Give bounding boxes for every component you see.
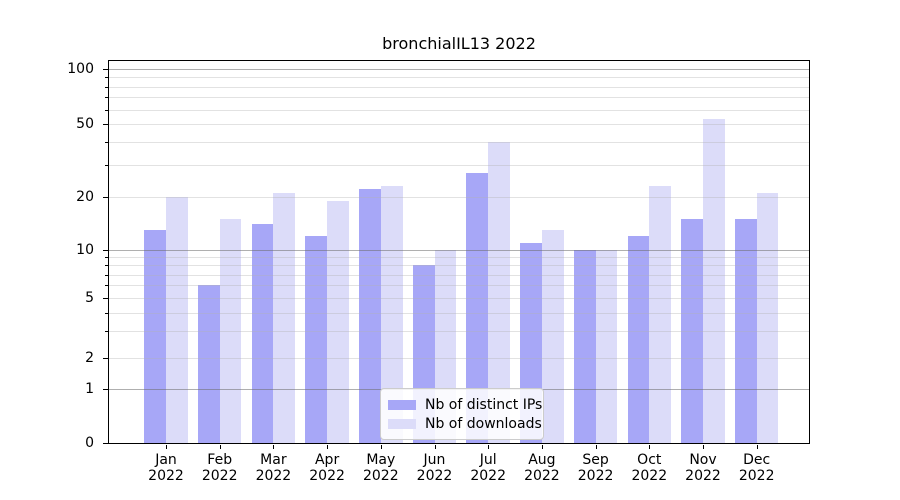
- plot-area: Nb of distinct IPs Nb of downloads: [108, 60, 810, 444]
- y-tick-10: [103, 250, 108, 251]
- y-minor-tick-80: [105, 86, 108, 88]
- x-tick-label-mar: Mar 2022: [255, 452, 292, 484]
- x-tick-jan: [166, 445, 167, 449]
- bar-sep-2022-downloads: [595, 250, 618, 443]
- x-axis: Jan 2022 Feb 2022 Mar 2022 Apr 2022 May 2022 Jun 20…: [108, 445, 810, 500]
- bar-jan-2022-distinct-ips: [144, 229, 166, 443]
- legend: Nb of distinct IPs Nb of downloads: [380, 388, 544, 440]
- y-tick-label-5: 5: [85, 290, 94, 306]
- y-tick-label-2: 2: [85, 350, 94, 366]
- y-tick-20: [103, 197, 108, 198]
- bar-apr-2022-downloads: [327, 200, 349, 443]
- chart-title: bronchialIL13 2022: [382, 34, 536, 53]
- x-tick-label-may: May 2022: [362, 452, 399, 484]
- bar-apr-2022-distinct-ips: [305, 236, 328, 443]
- x-tick-label-jun: Jun 2022: [416, 452, 453, 484]
- bar-nov-2022-downloads: [703, 119, 725, 443]
- bar-feb-2022-downloads: [219, 219, 242, 443]
- y-tick-5: [103, 298, 108, 299]
- y-tick-label-0: 0: [85, 435, 94, 451]
- bar-dec-2022-downloads: [756, 193, 779, 443]
- bar-mar-2022-distinct-ips: [251, 224, 274, 443]
- y-tick-0: [103, 443, 108, 444]
- y-minor-tick-30: [105, 164, 108, 166]
- y-tick-label-100: 100: [67, 61, 94, 77]
- x-tick-dec: [756, 445, 758, 449]
- y-minor-tick-6: [105, 285, 108, 287]
- x-tick-label-oct: Oct 2022: [631, 452, 668, 484]
- y-minor-tick-70: [105, 97, 108, 99]
- legend-row-distinct-ips: Nb of distinct IPs: [388, 395, 542, 414]
- x-tick-label-aug: Aug 2022: [524, 452, 560, 484]
- x-tick-label-jul: Jul 2022: [470, 452, 507, 484]
- bar-dec-2022-distinct-ips: [734, 219, 757, 443]
- bar-aug-2022-downloads: [541, 229, 564, 443]
- y-tick-label-50: 50: [76, 116, 94, 132]
- x-tick-label-dec: Dec 2022: [738, 452, 775, 484]
- x-tick-label-apr: Apr 2022: [309, 452, 345, 484]
- y-minor-tick-9: [105, 257, 108, 259]
- bar-oct-2022-downloads: [649, 185, 672, 443]
- x-tick-oct: [649, 445, 651, 449]
- x-tick-mar: [273, 445, 275, 449]
- x-tick-jun: [434, 445, 436, 449]
- x-tick-label-nov: Nov 2022: [685, 452, 721, 484]
- bar-may-2022-distinct-ips: [359, 189, 381, 443]
- x-tick-feb: [219, 445, 221, 449]
- x-tick-sep: [595, 445, 597, 449]
- y-minor-tick-90: [105, 77, 108, 79]
- x-tick-aug: [541, 445, 543, 449]
- bar-sep-2022-distinct-ips: [573, 250, 596, 443]
- x-tick-label-sep: Sep 2022: [577, 452, 614, 484]
- y-minor-tick-60: [105, 109, 108, 111]
- bar-jul-2022-downloads: [488, 141, 510, 443]
- x-tick-may: [380, 445, 382, 449]
- bar-jul-2022-distinct-ips: [466, 173, 489, 443]
- bar-oct-2022-distinct-ips: [627, 236, 650, 443]
- y-minor-tick-3: [105, 331, 108, 333]
- legend-swatch-downloads: [388, 418, 416, 429]
- y-axis: 0 1 2 5 10 20 50 100: [0, 60, 108, 451]
- y-tick-100: [103, 69, 108, 70]
- legend-label-downloads: Nb of downloads: [425, 415, 542, 432]
- y-minor-tick-7: [105, 274, 108, 276]
- bar-feb-2022-distinct-ips: [197, 285, 220, 443]
- x-tick-nov: [703, 445, 704, 449]
- y-minor-tick-40: [105, 141, 108, 143]
- legend-label-distinct-ips: Nb of distinct IPs: [425, 396, 543, 413]
- x-tick-label-feb: Feb 2022: [201, 452, 238, 484]
- y-tick-2: [103, 358, 108, 359]
- x-tick-label-jan: Jan 2022: [148, 452, 184, 484]
- legend-swatch-distinct-ips: [388, 399, 416, 410]
- legend-row-downloads: Nb of downloads: [388, 414, 542, 433]
- x-tick-apr: [327, 445, 329, 449]
- bar-jan-2022-downloads: [166, 197, 188, 443]
- y-minor-tick-8: [105, 265, 108, 267]
- x-tick-jul: [488, 445, 490, 449]
- y-tick-label-20: 20: [76, 189, 94, 205]
- bars-layer: [109, 61, 809, 443]
- y-tick-label-10: 10: [76, 242, 94, 258]
- y-tick-1: [103, 389, 108, 390]
- bar-mar-2022-downloads: [273, 193, 296, 443]
- y-tick-label-1: 1: [85, 381, 94, 397]
- y-minor-tick-4: [105, 312, 108, 314]
- y-tick-50: [103, 124, 108, 125]
- bar-nov-2022-distinct-ips: [681, 219, 703, 443]
